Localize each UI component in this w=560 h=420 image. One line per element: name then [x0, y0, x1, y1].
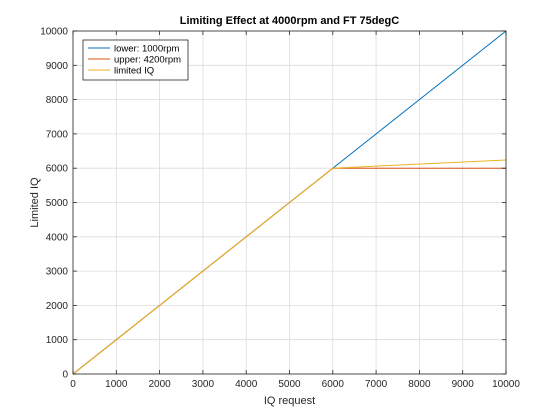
- y-tick-label: 7000: [46, 129, 69, 140]
- x-axis-title: IQ request: [264, 395, 315, 407]
- legend-box: [82, 39, 189, 81]
- y-axis-title: Limited IQ: [29, 177, 41, 228]
- y-tick-label: 8000: [46, 95, 69, 106]
- y-tick-label: 3000: [46, 267, 69, 278]
- legend-label-1: lower: 1000rpm: [114, 43, 180, 54]
- series-layer: [72, 30, 507, 375]
- x-tick-label: 1000: [105, 379, 128, 390]
- x-tick-label: 0: [70, 379, 76, 390]
- y-tick-label: 1000: [46, 335, 69, 346]
- y-tick-label: 10000: [40, 27, 68, 38]
- x-tick-label: 8000: [408, 379, 431, 390]
- y-tick-label: 6000: [46, 164, 69, 175]
- y-tick-label: 5000: [46, 198, 69, 209]
- x-tick-label: 5000: [278, 379, 301, 390]
- ticks: 0 1000 2000 3000 4000 5000 6000 7000 8000 9000 100…: [40, 27, 520, 391]
- y-tick-label: 4000: [46, 232, 69, 243]
- series-line-3: [72, 159, 507, 375]
- x-tick-label: 7000: [365, 379, 388, 390]
- legend-label-2: upper: 4200rpm: [114, 54, 181, 65]
- x-tick-label: 10000: [492, 379, 520, 390]
- x-tick-label: 6000: [322, 379, 345, 390]
- y-tick-label: 0: [62, 370, 68, 381]
- x-tick-label: 2000: [148, 379, 171, 390]
- x-tick-label: 9000: [452, 379, 475, 390]
- y-tick-label: 2000: [46, 301, 69, 312]
- chart-title: Limiting Effect at 4000rpm and FT 75degC: [180, 15, 399, 27]
- legend-label-3: limited IQ: [114, 65, 154, 76]
- x-tick-label: 3000: [192, 379, 215, 390]
- y-tick-label: 9000: [46, 61, 69, 72]
- x-tick-label: 4000: [235, 379, 258, 390]
